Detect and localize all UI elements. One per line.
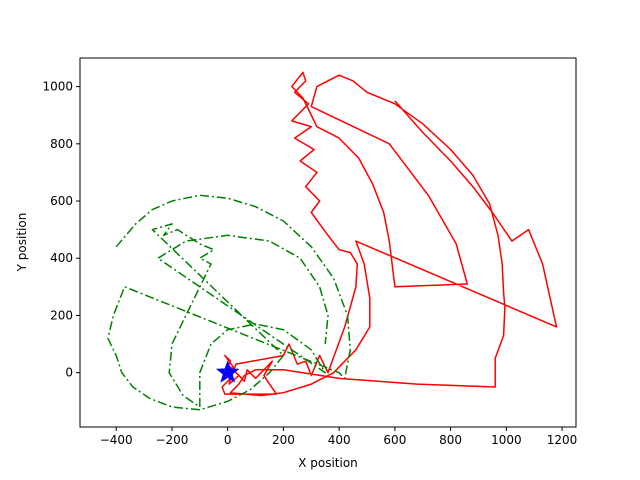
plot-area	[80, 58, 576, 427]
x-tick-label: 600	[383, 433, 406, 447]
y-axis-ticks: 0 200 400 600 800 1000	[42, 80, 80, 380]
start-star-marker	[215, 360, 240, 383]
x-tick-label: 200	[272, 433, 295, 447]
x-tick-label: 0	[224, 433, 232, 447]
x-tick-label: 400	[328, 433, 351, 447]
y-tick-label: 1000	[42, 80, 73, 94]
plot-frame	[79, 57, 577, 428]
y-axis-label: Y position	[15, 213, 29, 273]
x-axis-ticks: −400 −200 0 200 400 600 800 1000 1200	[100, 427, 578, 447]
y-tick-label: 200	[50, 308, 73, 322]
x-tick-label: 1200	[547, 433, 578, 447]
marker-layer	[215, 360, 240, 383]
x-tick-label: −400	[100, 433, 133, 447]
x-tick-label: −200	[155, 433, 188, 447]
y-tick-label: 400	[50, 251, 73, 265]
x-tick-label: 1000	[491, 433, 522, 447]
y-tick-label: 0	[65, 366, 73, 380]
x-tick-label: 800	[439, 433, 462, 447]
series-line-1	[107, 194, 352, 411]
y-tick-label: 600	[50, 194, 73, 208]
y-tick-label: 800	[50, 137, 73, 151]
x-axis-label: X position	[298, 456, 358, 470]
